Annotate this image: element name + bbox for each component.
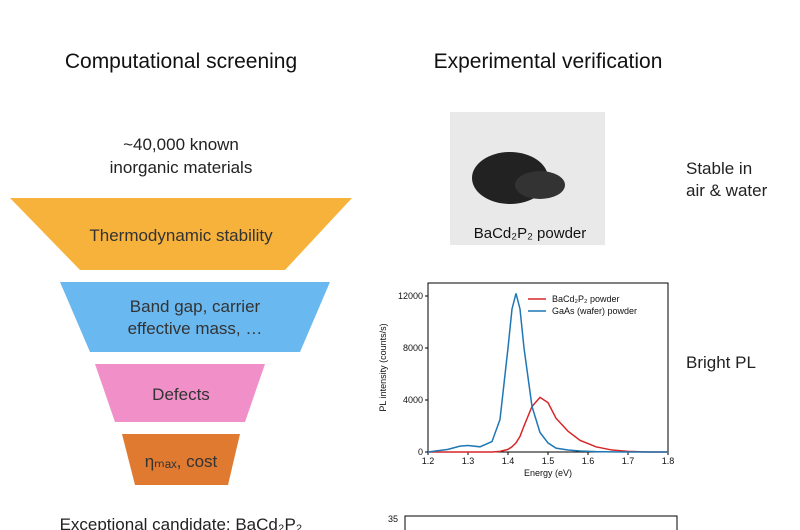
y-axis-label: PL intensity (counts/s) bbox=[378, 323, 388, 411]
x-tick-label: 1.4 bbox=[502, 456, 515, 466]
note: Stable in bbox=[686, 159, 752, 178]
legend-label: GaAs (wafer) powder bbox=[552, 306, 637, 316]
funnel-stage bbox=[10, 198, 352, 270]
x-tick-label: 1.6 bbox=[582, 456, 595, 466]
funnel-stage bbox=[122, 434, 240, 485]
y-tick-label: 8000 bbox=[403, 343, 423, 353]
legend-label: BaCd₂P₂ powder bbox=[552, 294, 620, 304]
stage-label: ηₘₐₓ, cost bbox=[145, 452, 218, 471]
stage-label: Band gap, carrier bbox=[130, 297, 261, 316]
stage-label: Defects bbox=[152, 385, 210, 404]
series-line bbox=[427, 293, 668, 453]
lower-tick-label: 35 bbox=[388, 514, 398, 524]
stage-label: Thermodynamic stability bbox=[89, 226, 273, 245]
note: air & water bbox=[686, 181, 768, 200]
powder bbox=[515, 171, 565, 199]
funnel-stage bbox=[60, 282, 330, 352]
x-axis-label: Energy (eV) bbox=[524, 468, 572, 478]
right-title: Experimental verification bbox=[434, 50, 663, 73]
y-tick-label: 4000 bbox=[403, 395, 423, 405]
funnel-stage bbox=[95, 364, 265, 422]
left-title: Computational screening bbox=[65, 50, 297, 73]
x-tick-label: 1.8 bbox=[662, 456, 675, 466]
x-tick-label: 1.5 bbox=[542, 456, 555, 466]
y-tick-label: 12000 bbox=[398, 291, 423, 301]
series-line bbox=[428, 396, 668, 453]
intro-line: inorganic materials bbox=[110, 158, 253, 177]
x-tick-label: 1.3 bbox=[462, 456, 475, 466]
candidate: Exceptional candidate: BaCd₂P₂ bbox=[60, 515, 303, 530]
stage-label: effective mass, … bbox=[128, 319, 263, 338]
photo-caption: BaCd₂P₂ powder bbox=[474, 225, 587, 242]
intro-line: ~40,000 known bbox=[123, 135, 239, 154]
y-tick-label: 0 bbox=[418, 447, 423, 457]
lower-chart-frame bbox=[404, 515, 678, 530]
x-tick-label: 1.2 bbox=[422, 456, 435, 466]
note: Bright PL bbox=[686, 353, 756, 372]
x-tick-label: 1.7 bbox=[622, 456, 635, 466]
